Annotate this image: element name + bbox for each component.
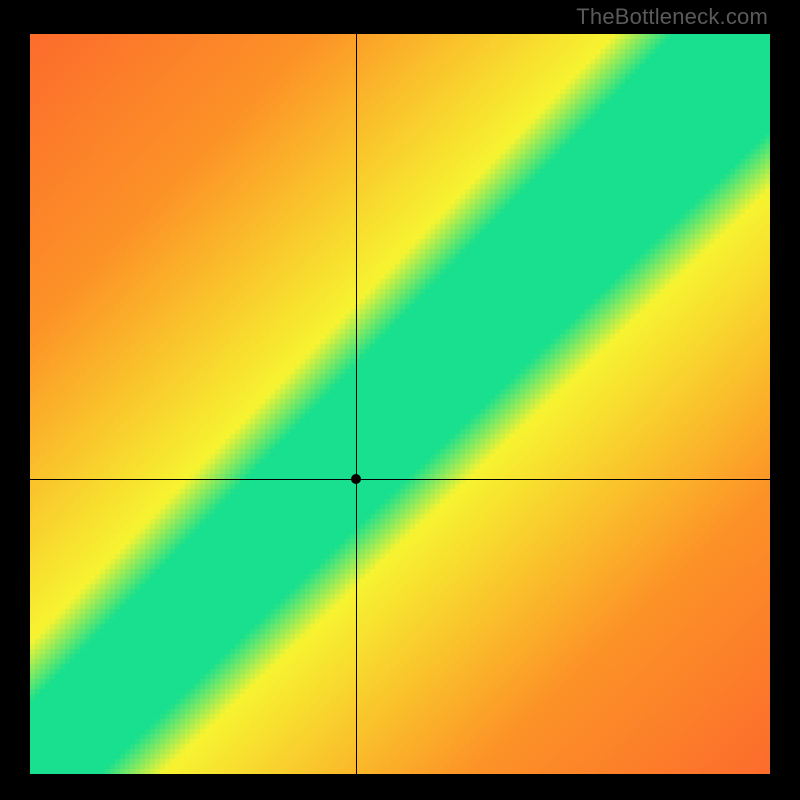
chart-container: TheBottleneck.com [0, 0, 800, 800]
crosshair-vertical-line [356, 34, 357, 774]
crosshair-horizontal-line [30, 479, 770, 480]
bottleneck-heatmap [30, 34, 770, 774]
plot-area [30, 34, 770, 774]
crosshair-marker-dot [351, 474, 361, 484]
watermark-text: TheBottleneck.com [576, 4, 768, 30]
